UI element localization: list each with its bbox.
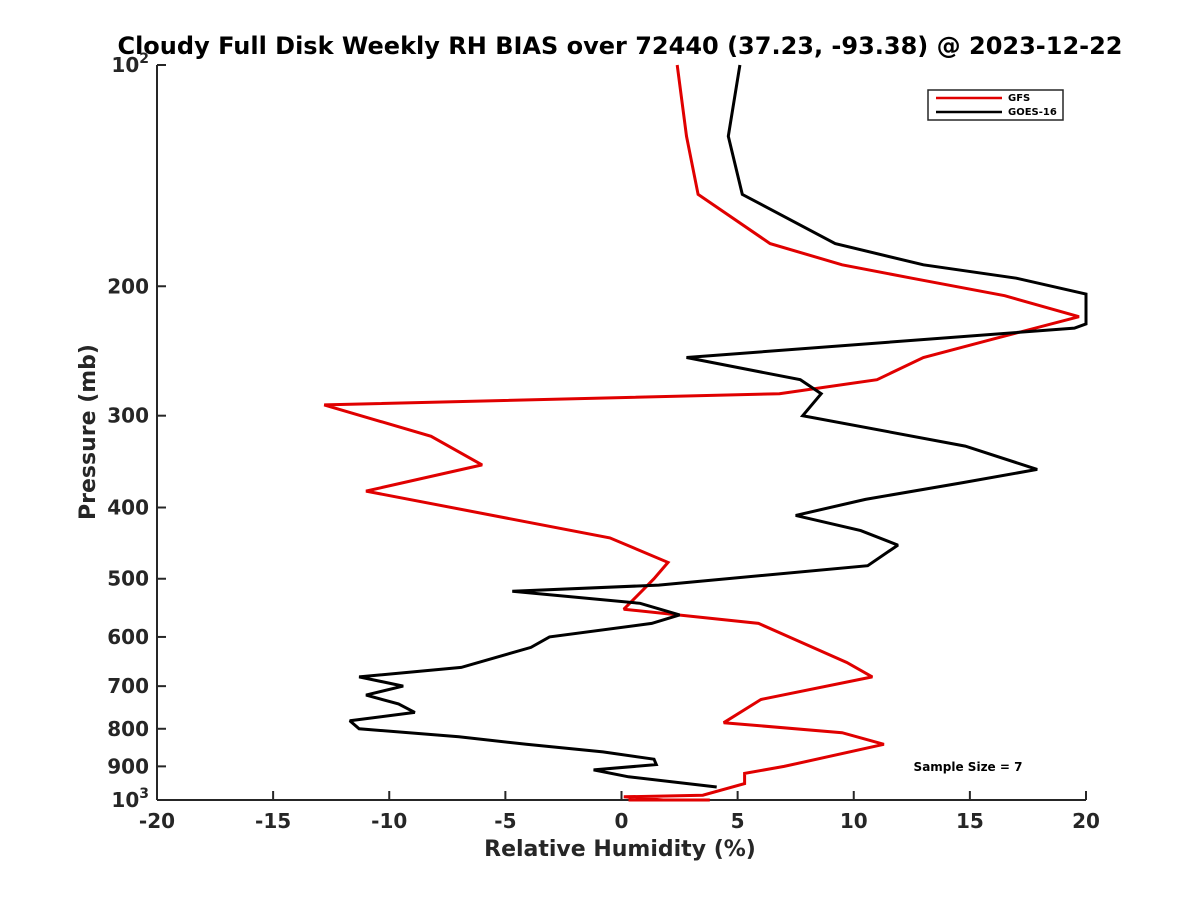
x-tick-label: -10 (371, 809, 407, 833)
y-tick-label: 600 (107, 625, 149, 649)
y-tick-label: 102 (111, 51, 149, 77)
y-tick-label: 500 (107, 567, 149, 591)
legend-label-gfs: GFS (1008, 93, 1030, 104)
legend: GFS GOES-16 (927, 89, 1064, 121)
sample-size-annotation: Sample Size = 7 (914, 760, 1023, 774)
x-tick-label: 10 (840, 809, 868, 833)
y-tick-label: 400 (107, 496, 149, 520)
x-tick-label: -15 (255, 809, 291, 833)
x-axis-label: Relative Humidity (%) (484, 837, 756, 862)
y-axis-ticks: 102 200 300 400 500 600 700 800 900 103 (107, 51, 166, 812)
plot-area (156, 65, 1086, 801)
x-tick-label: -5 (494, 809, 516, 833)
y-axis-label: Pressure (mb) (76, 344, 101, 520)
y-tick-label: 200 (107, 274, 149, 298)
y-tick-label: 300 (107, 404, 149, 428)
legend-label-goes16: GOES-16 (1008, 107, 1057, 118)
x-tick-label: 15 (956, 809, 984, 833)
series-line-gfs (323, 64, 1080, 802)
series-line-goes16 (348, 64, 1088, 789)
y-tick-label: 900 (107, 754, 149, 778)
x-tick-label: 20 (1072, 809, 1100, 833)
x-tick-label: 0 (615, 809, 629, 833)
y-tick-label: 800 (107, 717, 149, 741)
chart-title: Cloudy Full Disk Weekly RH BIAS over 724… (117, 32, 1122, 60)
x-tick-label: 5 (731, 809, 745, 833)
series-layer (323, 64, 1088, 802)
x-tick-label: -20 (139, 809, 175, 833)
y-tick-label: 700 (107, 674, 149, 698)
y-tick-label: 103 (111, 786, 149, 812)
legend-box (927, 89, 1064, 121)
x-axis-ticks: -20 -15 -10 -5 0 5 10 15 20 (139, 791, 1100, 833)
